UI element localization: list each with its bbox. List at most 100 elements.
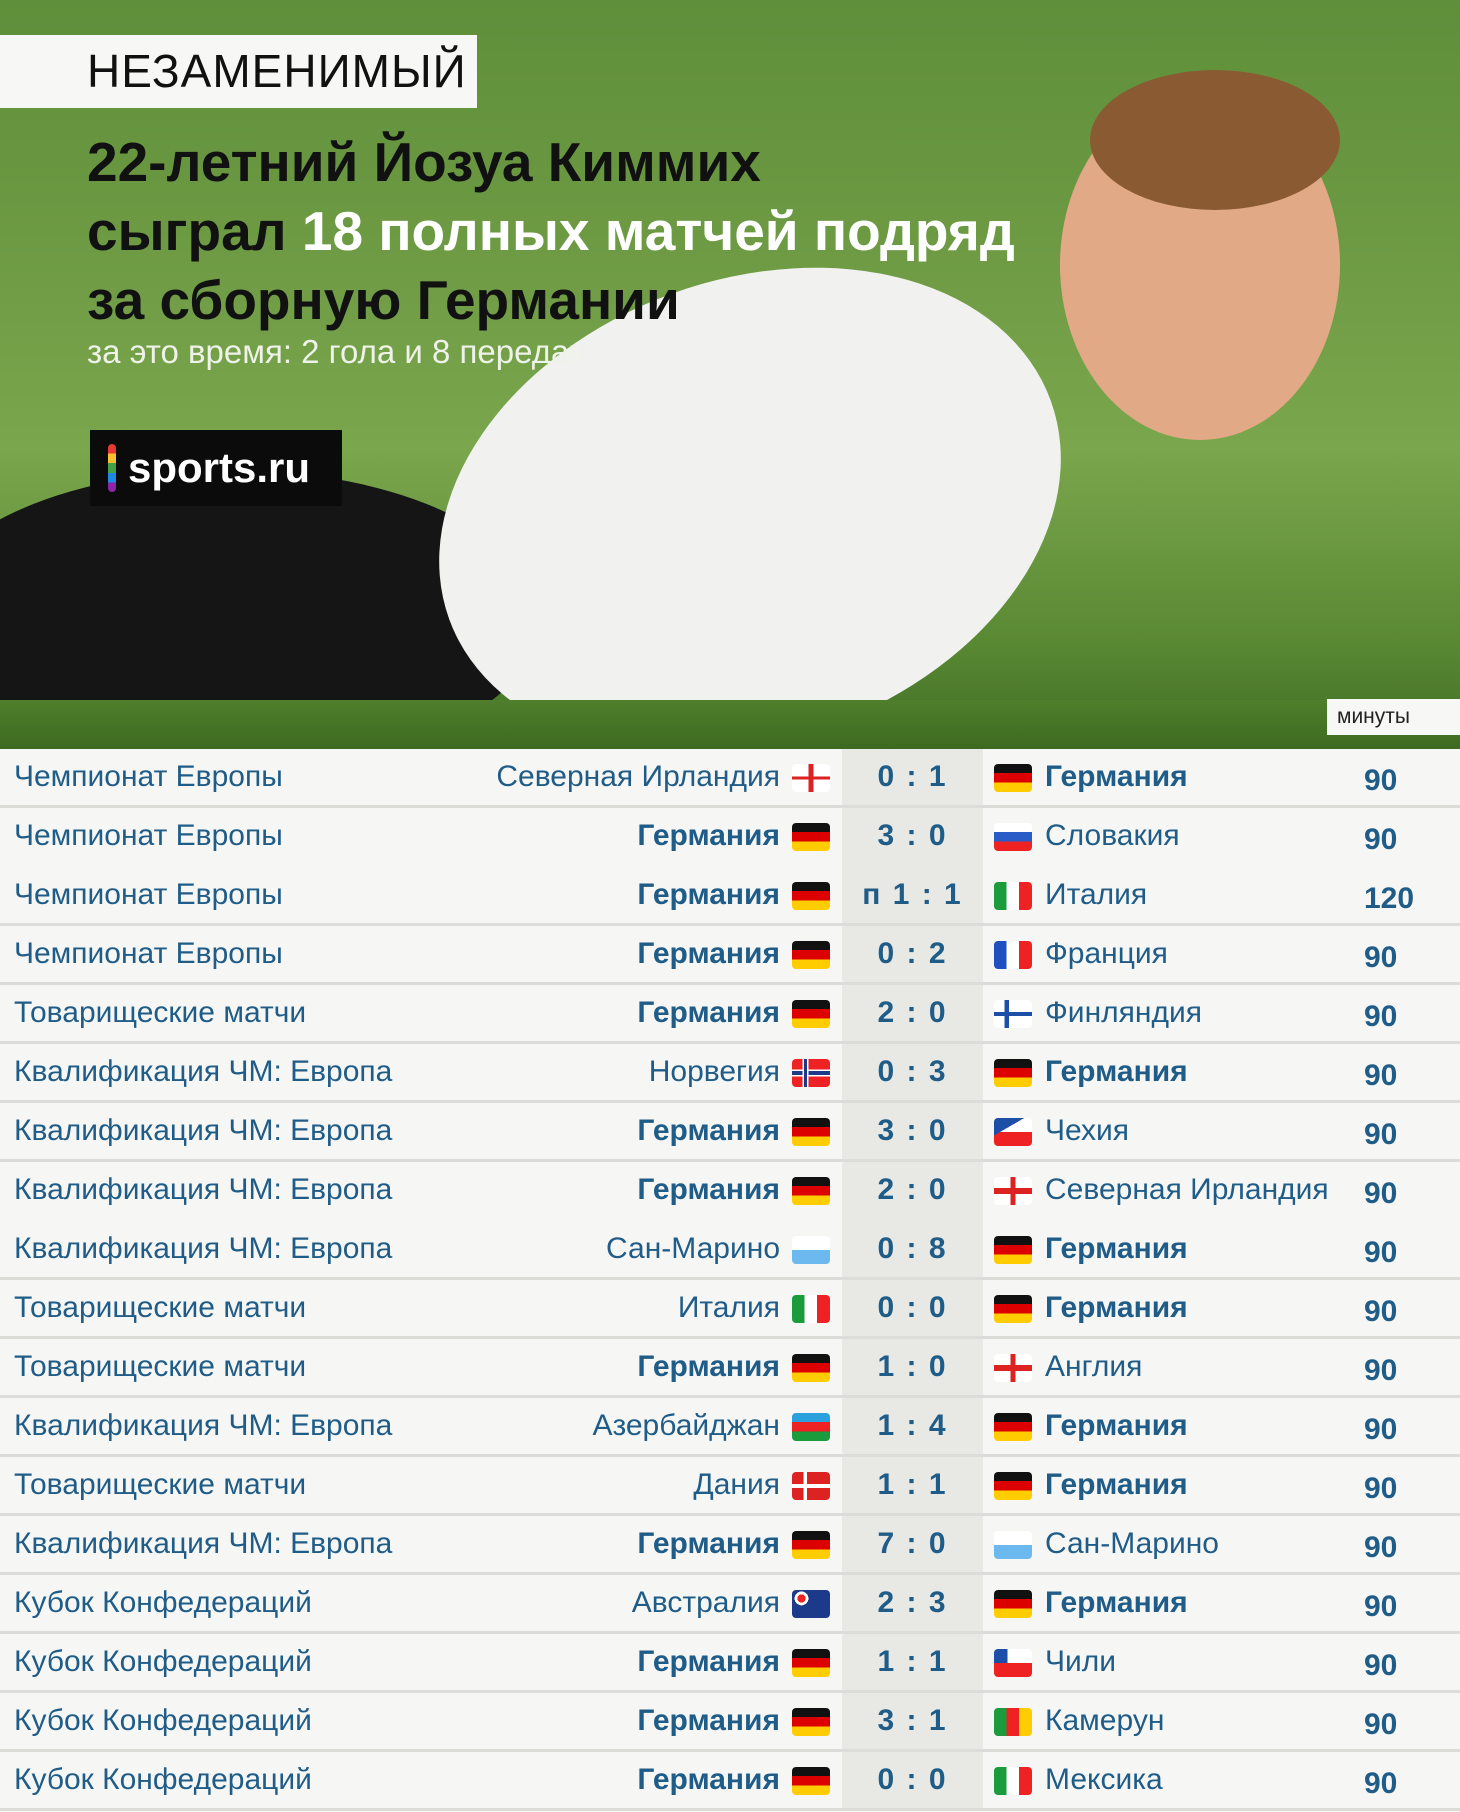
match-row: Чемпионат Европы Северная Ирландия 0 : 1… [0,749,1460,808]
smr-flag-icon [994,1531,1032,1559]
eng-flag-icon [994,1177,1032,1205]
cze-flag-icon [994,1118,1032,1146]
score-bg [842,1516,983,1572]
ger-flag-icon [792,1118,830,1146]
minutes-played: 90 [1364,1000,1398,1033]
score-bg [842,1280,983,1336]
minutes-played: 90 [1364,1531,1398,1564]
ger-flag-icon [792,1354,830,1382]
match-row: Чемпионат Европы Германия 3 : 0 Словакия… [0,808,1460,867]
tournament: Чемпионат Европы [14,878,283,911]
aus-flag-icon [792,1590,830,1618]
section-tag: НЕЗАМЕНИМЫЙ [0,35,477,108]
minutes-played: 90 [1364,1649,1398,1682]
tournament: Товарищеские матчи [14,1468,307,1501]
minutes-played: 120 [1364,882,1415,915]
home-team: Сан-Марино [606,1232,780,1265]
grass-strip [0,700,1460,749]
tournament: Квалификация ЧМ: Европа [14,1232,393,1265]
score-bg [842,867,983,923]
home-team: Северная Ирландия [496,760,780,793]
ita-flag-icon [994,882,1032,910]
score-bg [842,1162,983,1221]
headline-line: 22-летний Йозуа Киммих [87,131,761,193]
match-row: Квалификация ЧМ: Европа Сан-Марино 0 : 8… [0,1221,1460,1280]
ita-flag-icon [792,1295,830,1323]
minutes-column-label: минуты [1327,699,1460,735]
score: 0 : 8 [877,1232,948,1265]
score: 1 : 4 [877,1409,948,1442]
tournament: Кубок Конфедераций [14,1586,312,1619]
minutes-played: 90 [1364,1177,1398,1210]
home-team: Германия [637,1173,780,1206]
nir-flag-icon [792,764,830,792]
score: 1 : 1 [877,1468,948,1501]
hero-photo: НЕЗАМЕНИМЫЙ 22-летний Йозуа Киммих сыгра… [0,0,1460,749]
ger-flag-icon [792,1649,830,1677]
score: п 1 : 1 [862,878,963,911]
away-team: Чехия [1045,1114,1130,1147]
cmr-flag-icon [994,1708,1032,1736]
score: 3 : 0 [877,819,948,852]
score: 3 : 1 [877,1704,948,1737]
fra-flag-icon [994,941,1032,969]
score: 0 : 2 [877,937,948,970]
score: 0 : 3 [877,1055,948,1088]
home-team: Германия [637,1763,780,1796]
match-row: Кубок Конфедераций Германия 0 : 0 Мексик… [0,1752,1460,1811]
home-team: Германия [637,1350,780,1383]
ger-flag-icon [792,1531,830,1559]
ger-flag-icon [792,941,830,969]
home-team: Норвегия [648,1055,780,1088]
den-flag-icon [792,1472,830,1500]
match-row: Товарищеские матчи Италия 0 : 0 Германия… [0,1280,1460,1339]
tournament: Квалификация ЧМ: Европа [14,1173,393,1206]
chi-flag-icon [994,1649,1032,1677]
match-row: Товарищеские матчи Дания 1 : 1 Германия … [0,1457,1460,1516]
match-row: Кубок Конфедераций Германия 3 : 1 Камеру… [0,1693,1460,1752]
score: 7 : 0 [877,1527,948,1560]
home-team: Германия [637,937,780,970]
away-team: Чили [1045,1645,1117,1678]
subtitle: за это время: 2 гола и 8 передач [87,333,586,370]
score: 1 : 0 [877,1350,948,1383]
score: 0 : 0 [877,1763,948,1796]
score-bg [842,926,983,982]
minutes-played: 90 [1364,1354,1398,1387]
match-row: Чемпионат Европы Германия 0 : 2 Франция … [0,926,1460,985]
score: 2 : 3 [877,1586,948,1619]
away-team: Италия [1045,878,1148,911]
away-team: Камерун [1045,1704,1165,1737]
ger-flag-icon [792,1767,830,1795]
home-team: Германия [637,1704,780,1737]
score-bg [842,985,983,1041]
ger-flag-icon [792,823,830,851]
headline-line: за сборную Германии [87,269,680,331]
match-row: Квалификация ЧМ: Европа Норвегия 0 : 3 Г… [0,1044,1460,1103]
away-team: Германия [1045,1409,1188,1442]
match-row: Товарищеские матчи Германия 2 : 0 Финлян… [0,985,1460,1044]
ger-flag-icon [994,1295,1032,1323]
match-row: Товарищеские матчи Германия 1 : 0 Англия… [0,1339,1460,1398]
minutes-played: 90 [1364,1590,1398,1623]
away-team: Сан-Марино [1045,1527,1219,1560]
aze-flag-icon [792,1413,830,1441]
ger-flag-icon [994,1472,1032,1500]
away-team: Германия [1045,760,1188,793]
sports-ru-logo: sports.ru [90,430,342,506]
score-bg [842,1398,983,1454]
away-team: Франция [1045,937,1168,970]
minutes-played: 90 [1364,1708,1398,1741]
minutes-played: 90 [1364,1059,1398,1092]
home-team: Германия [637,878,780,911]
home-team: Германия [637,1527,780,1560]
score-bg [842,1634,983,1690]
home-team: Германия [637,819,780,852]
home-team: Германия [637,1645,780,1678]
score: 1 : 1 [877,1645,948,1678]
matches-table: Чемпионат Европы Северная Ирландия 0 : 1… [0,749,1460,1811]
score: 3 : 0 [877,1114,948,1147]
away-team: Финляндия [1045,996,1202,1029]
tournament: Чемпионат Европы [14,937,283,970]
minutes-played: 90 [1364,1413,1398,1446]
